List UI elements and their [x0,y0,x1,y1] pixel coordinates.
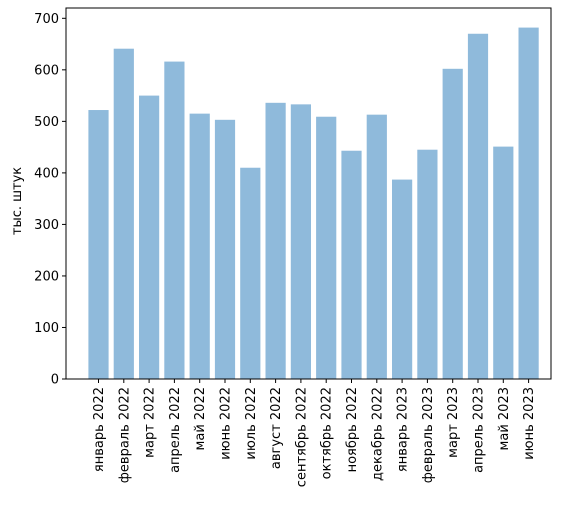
y-tick-label: 500 [34,115,59,130]
x-tick-label: март 2023 [446,387,461,458]
x-tick-label: январь 2022 [92,387,107,472]
y-tick-label: 600 [34,63,59,78]
bar-1 [113,48,134,380]
x-tick-label: февраль 2023 [421,387,436,483]
plot-frame [65,7,552,380]
bar-11 [366,114,387,379]
bars-group [88,27,539,380]
bar-17 [518,27,539,379]
y-tick-label: 400 [34,166,59,181]
bar-10 [341,150,362,379]
x-tick-label: май 2022 [193,387,208,450]
y-tick-label: 100 [34,321,59,336]
bar-12 [392,179,413,379]
y-axis: 0 100 200 300 400 500 600 700 [34,12,66,388]
bar-7 [265,102,286,380]
bar-13 [417,149,438,379]
x-tick-label: октябрь 2022 [320,387,335,479]
x-tick-label: февраль 2022 [117,387,132,483]
bar-6 [240,167,261,379]
bar-9 [316,116,337,380]
x-tick-label: май 2023 [497,387,512,450]
x-tick-label: сентябрь 2022 [294,387,309,487]
bar-0 [88,110,109,380]
y-tick-label: 700 [34,12,59,27]
x-tick-label: март 2022 [143,387,158,458]
x-tick-label: январь 2023 [396,387,411,472]
x-tick-label: апрель 2022 [168,387,183,473]
x-tick-label: август 2022 [269,387,284,469]
x-tick-label: ноябрь 2022 [345,387,360,472]
x-tick-label: июнь 2023 [522,387,537,460]
x-tick-label: июнь 2022 [219,387,234,460]
bar-2 [139,95,160,379]
bar-8 [290,104,311,380]
x-tick-label: декабрь 2022 [370,387,385,481]
x-tick-label: июль 2022 [244,387,259,460]
bar-5 [214,119,236,379]
x-tick-label: апрель 2023 [472,387,487,473]
bar-16 [493,146,514,379]
y-tick-label: 200 [34,269,59,284]
bar-4 [189,113,210,379]
y-tick-label: 0 [51,373,59,388]
x-axis: январь 2022 февраль 2022 март 2022 апрель 2… [92,379,537,487]
y-tick-label: 300 [34,218,59,233]
bar-15 [467,33,489,380]
bar-3 [164,61,185,379]
bar-14 [442,68,463,379]
y-axis-label: тыс. штук [10,167,25,235]
